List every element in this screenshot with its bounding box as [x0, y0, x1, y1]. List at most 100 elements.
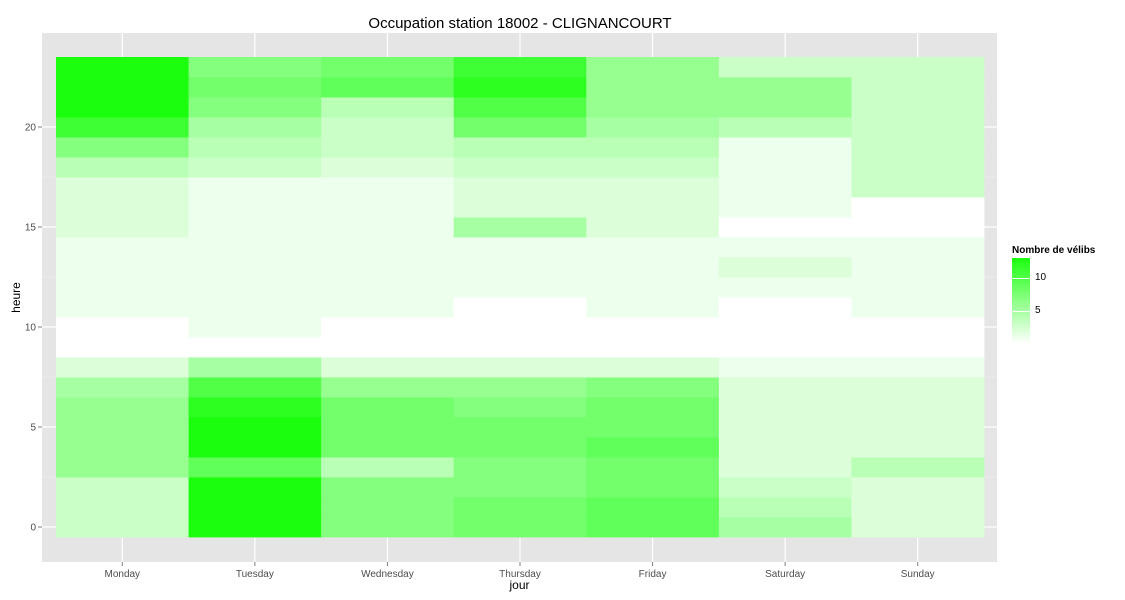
heatmap-cell — [188, 417, 322, 438]
heatmap-cell — [586, 237, 720, 258]
heatmap-cell — [718, 377, 852, 398]
heatmap-cell — [453, 97, 587, 118]
heatmap-cell — [851, 377, 985, 398]
heatmap-cell — [851, 157, 985, 178]
heatmap-cell — [586, 297, 720, 318]
heatmap-cell — [586, 437, 720, 458]
heatmap-cell — [586, 197, 720, 218]
heatmap-cell — [188, 457, 322, 478]
heatmap-cell — [321, 137, 455, 158]
heatmap-cell — [188, 277, 322, 298]
heatmap-cell — [453, 357, 587, 378]
heatmap-cell — [453, 217, 587, 238]
heatmap-cell — [851, 57, 985, 78]
heatmap-cell — [453, 197, 587, 218]
heatmap-cell — [56, 157, 189, 178]
heatmap-cell — [188, 477, 322, 498]
heatmap-cell — [718, 317, 852, 338]
heatmap-cell — [718, 237, 852, 258]
heatmap-cell — [718, 457, 852, 478]
heatmap-cell — [321, 337, 455, 358]
heatmap-cell — [586, 257, 720, 278]
x-tick-label: Thursday — [499, 569, 541, 580]
heatmap-cell — [586, 357, 720, 378]
heatmap-cell — [56, 197, 189, 218]
heatmap-cell — [453, 417, 587, 438]
heatmap-cell — [586, 497, 720, 518]
heatmap-cell — [453, 137, 587, 158]
heatmap-cell — [851, 337, 985, 358]
heatmap-cell — [453, 237, 587, 258]
heatmap-cell — [321, 157, 455, 178]
heatmap-cell — [453, 397, 587, 418]
heatmap-cell — [321, 237, 455, 258]
heatmap-cell — [851, 117, 985, 138]
heatmap-cell — [718, 417, 852, 438]
heatmap-cell — [851, 97, 985, 118]
heatmap-cell — [851, 277, 985, 298]
axes: 0 5 10 15 20 Monday Tuesday Wednesday Thursday Fr… — [25, 123, 935, 581]
x-tick-label: Tuesday — [236, 569, 274, 580]
heatmap-cell — [453, 477, 587, 498]
heatmap-cell — [718, 57, 852, 78]
heatmap-cell — [851, 77, 985, 98]
heatmap-cell — [56, 417, 189, 438]
legend-tick-mark — [1012, 277, 1030, 279]
heatmap-cell — [321, 417, 455, 438]
heatmap-cell — [586, 457, 720, 478]
heatmap-cell — [56, 97, 189, 118]
heatmap-cell — [56, 477, 189, 498]
heatmap-cell — [851, 357, 985, 378]
heatmap-cell — [851, 217, 985, 238]
legend-tick-mark — [1012, 310, 1030, 312]
heatmap-cell — [851, 237, 985, 258]
heatmap-cell — [453, 377, 587, 398]
x-tick-label: Monday — [104, 569, 140, 580]
heatmap-cell — [453, 457, 587, 478]
heatmap-cell — [851, 437, 985, 458]
heatmap-cell — [851, 477, 985, 498]
legend: Nombre de vélibs 10 5 — [1012, 245, 1095, 344]
heatmap-cell — [188, 97, 322, 118]
heatmap-cell — [453, 277, 587, 298]
heatmap-cell — [586, 337, 720, 358]
x-axis-title: jour — [508, 578, 529, 592]
heatmap-cell — [718, 257, 852, 278]
heatmap-cell — [718, 117, 852, 138]
heatmap-cell — [321, 77, 455, 98]
heatmap-cell — [718, 77, 852, 98]
heatmap-cell — [718, 197, 852, 218]
heatmap-cell — [718, 517, 852, 538]
heatmap-cell — [321, 97, 455, 118]
heatmap-cell — [718, 337, 852, 358]
heatmap-cell — [56, 297, 189, 318]
heatmap-cell — [321, 217, 455, 238]
heatmap-cell — [453, 517, 587, 538]
heatmap-cell — [586, 117, 720, 138]
heatmap-cell — [718, 477, 852, 498]
heatmap-cell — [321, 357, 455, 378]
x-tick-label: Saturday — [765, 569, 805, 580]
y-tick-label: 20 — [25, 123, 37, 134]
heatmap-cell — [586, 217, 720, 238]
heatmap-cell — [851, 197, 985, 218]
heatmap-cell — [188, 357, 322, 378]
heatmap-cell — [321, 457, 455, 478]
heatmap-cell — [321, 177, 455, 198]
x-tick-label: Friday — [639, 569, 667, 580]
heatmap-cell — [321, 257, 455, 278]
heatmap-cell — [321, 497, 455, 518]
heatmap-cell — [453, 117, 587, 138]
heatmap-cell — [188, 77, 322, 98]
heatmap-cell — [56, 337, 189, 358]
heatmap-cell — [188, 377, 322, 398]
heatmap-cell — [586, 97, 720, 118]
heatmap-cell — [56, 237, 189, 258]
heatmap-cell — [188, 437, 322, 458]
heatmap-cell — [851, 517, 985, 538]
heatmap-cell — [586, 177, 720, 198]
y-tick-label: 0 — [30, 523, 36, 534]
heatmap-cell — [586, 277, 720, 298]
heatmap-cell — [321, 397, 455, 418]
heatmap-cell — [56, 497, 189, 518]
